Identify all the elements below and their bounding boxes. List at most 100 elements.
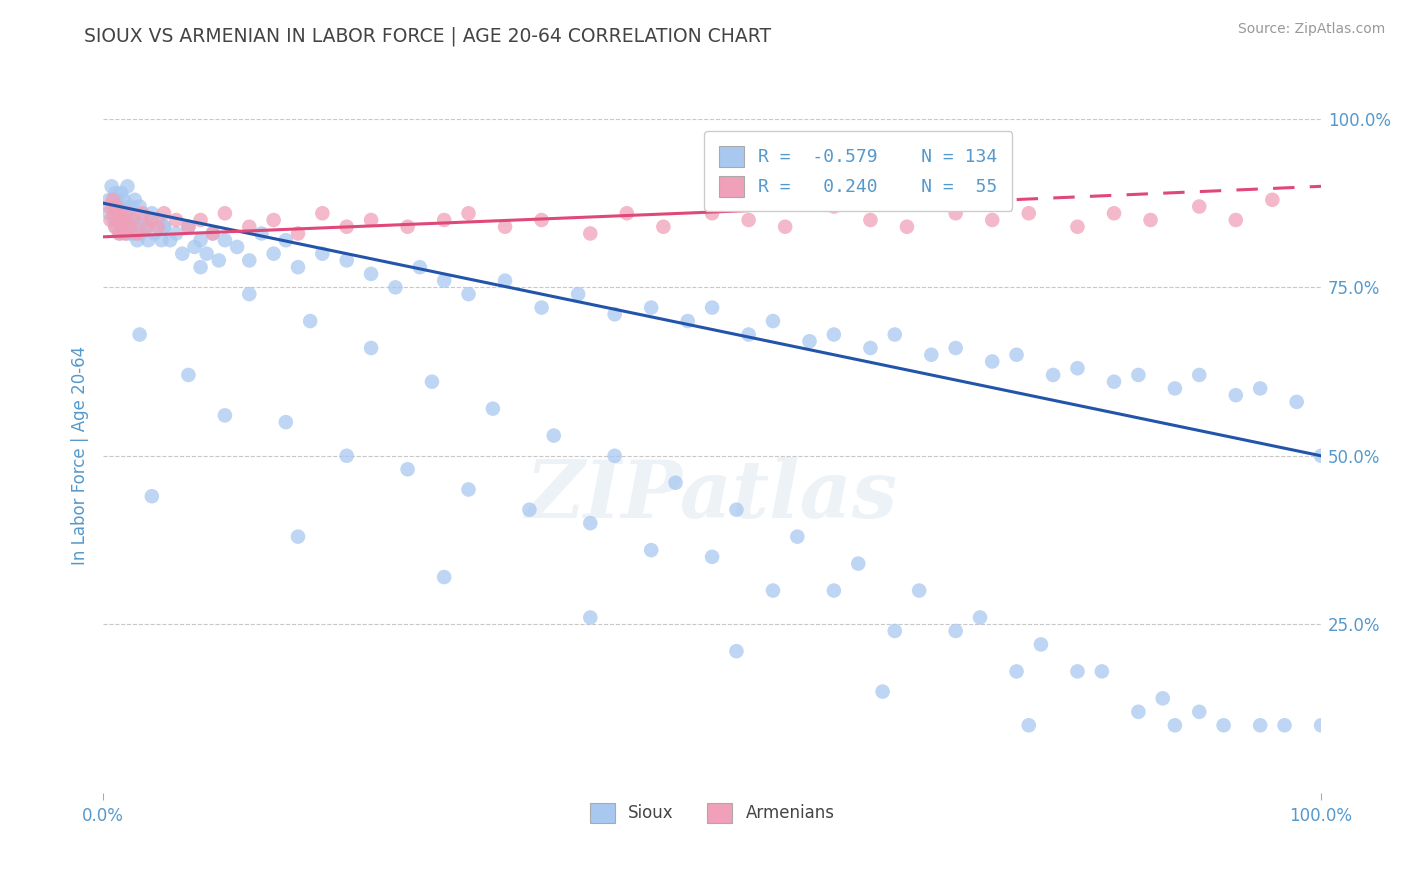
Point — [1310, 718, 1333, 732]
Point — [1310, 449, 1333, 463]
Point — [214, 409, 236, 423]
Point — [409, 260, 432, 275]
Text: ZIPatlas: ZIPatlas — [526, 458, 898, 535]
Point — [153, 219, 176, 234]
Point — [117, 200, 139, 214]
Point — [114, 227, 136, 241]
Point — [1188, 368, 1211, 382]
Point — [104, 219, 127, 234]
Point — [846, 557, 869, 571]
Point — [110, 219, 132, 234]
Point — [120, 200, 142, 214]
Point — [336, 449, 359, 463]
Point — [121, 213, 143, 227]
Point — [183, 240, 205, 254]
Point — [700, 301, 723, 315]
Point — [115, 227, 138, 241]
Point — [981, 213, 1004, 227]
Point — [101, 200, 124, 214]
Point — [883, 624, 905, 638]
Point — [336, 253, 359, 268]
Point — [114, 213, 136, 227]
Point — [250, 227, 273, 241]
Point — [725, 644, 748, 658]
Point — [567, 287, 589, 301]
Point — [433, 570, 456, 584]
Point — [530, 301, 553, 315]
Point — [1066, 219, 1088, 234]
Point — [135, 219, 157, 234]
Point — [616, 206, 638, 220]
Point — [872, 684, 894, 698]
Point — [640, 543, 662, 558]
Point — [725, 502, 748, 516]
Point — [108, 213, 131, 227]
Point — [177, 368, 200, 382]
Point — [129, 227, 152, 241]
Point — [108, 227, 131, 241]
Point — [945, 206, 967, 220]
Point — [945, 624, 967, 638]
Point — [883, 327, 905, 342]
Point — [177, 219, 200, 234]
Point — [1274, 718, 1296, 732]
Point — [311, 246, 333, 260]
Point — [104, 206, 127, 220]
Point — [1249, 381, 1271, 395]
Point — [579, 610, 602, 624]
Point — [190, 213, 212, 227]
Point — [201, 227, 224, 241]
Point — [799, 334, 821, 349]
Point — [859, 341, 882, 355]
Point — [117, 179, 139, 194]
Point — [104, 186, 127, 200]
Point — [1005, 348, 1028, 362]
Point — [122, 213, 145, 227]
Point — [128, 200, 150, 214]
Point — [165, 213, 187, 227]
Point — [1212, 718, 1234, 732]
Point — [238, 219, 260, 234]
Point — [274, 415, 297, 429]
Point — [823, 200, 845, 214]
Point — [98, 206, 121, 220]
Point — [762, 314, 785, 328]
Point — [664, 475, 686, 490]
Point — [1225, 213, 1247, 227]
Point — [311, 206, 333, 220]
Point — [1139, 213, 1161, 227]
Point — [110, 206, 132, 220]
Point — [420, 375, 443, 389]
Legend: Sioux, Armenians: Sioux, Armenians — [582, 795, 842, 831]
Point — [1102, 375, 1125, 389]
Point — [105, 200, 128, 214]
Point — [433, 274, 456, 288]
Point — [103, 206, 125, 220]
Point — [122, 227, 145, 241]
Point — [287, 260, 309, 275]
Point — [1285, 395, 1308, 409]
Point — [127, 233, 149, 247]
Point — [1249, 718, 1271, 732]
Point — [360, 341, 382, 355]
Point — [124, 193, 146, 207]
Point — [676, 314, 699, 328]
Point — [111, 213, 134, 227]
Point — [132, 213, 155, 227]
Point — [101, 193, 124, 207]
Point — [98, 193, 121, 207]
Point — [530, 213, 553, 227]
Point — [360, 213, 382, 227]
Point — [700, 549, 723, 564]
Point — [150, 233, 173, 247]
Point — [920, 348, 942, 362]
Point — [153, 206, 176, 220]
Point — [146, 219, 169, 234]
Point — [579, 516, 602, 531]
Point — [1102, 206, 1125, 220]
Point — [908, 583, 931, 598]
Point — [603, 449, 626, 463]
Point — [172, 246, 194, 260]
Point — [299, 314, 322, 328]
Point — [105, 193, 128, 207]
